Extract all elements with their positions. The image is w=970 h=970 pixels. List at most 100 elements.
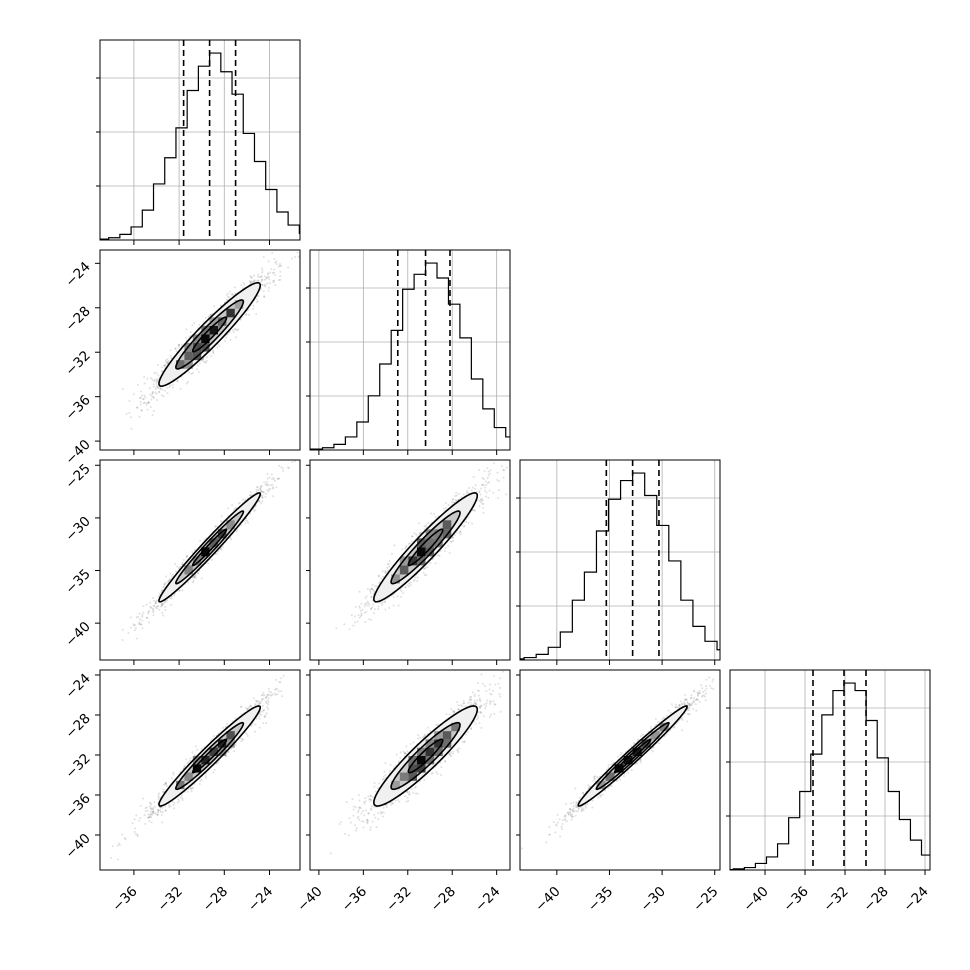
scatter-point <box>263 278 266 281</box>
contour-line-0 <box>158 281 262 387</box>
scatter-point <box>505 466 508 469</box>
scatter-point <box>272 486 275 489</box>
scatter-point <box>510 455 512 457</box>
scatter-point <box>482 506 485 509</box>
scatter-point <box>198 323 201 326</box>
scatter-point <box>162 395 165 398</box>
scatter-point <box>444 546 447 549</box>
scatter-point <box>139 403 142 406</box>
scatter-point <box>132 623 135 626</box>
scatter-point <box>249 280 252 283</box>
scatter-point <box>374 585 377 588</box>
scatter-point <box>176 565 179 568</box>
scatter-point <box>369 588 372 591</box>
scatter-point <box>140 394 143 397</box>
scatter-point <box>286 466 289 469</box>
scatter-point <box>230 538 233 541</box>
scatter-point <box>485 484 488 487</box>
scatter-point <box>191 372 194 375</box>
scatter-point <box>254 279 257 282</box>
scatter-point <box>225 336 228 339</box>
scatter-point <box>231 293 234 296</box>
scatter-point <box>152 810 155 813</box>
scatter-point <box>249 275 252 278</box>
scatter-point <box>148 609 151 612</box>
scatter-point <box>181 589 184 592</box>
scatter-point <box>155 607 158 610</box>
scatter-point <box>430 512 433 515</box>
scatter-point <box>397 604 400 607</box>
scatter-point <box>231 504 234 507</box>
contour-line-1 <box>174 510 245 585</box>
scatter-point <box>259 702 262 705</box>
scatter-point <box>153 371 156 374</box>
scatter-point <box>233 508 236 511</box>
scatter-point <box>272 495 275 498</box>
scatter-point <box>148 387 151 390</box>
scatter-point <box>161 603 164 606</box>
scatter-point <box>246 735 249 738</box>
scatter-point <box>252 280 255 283</box>
scatter-point <box>356 620 359 623</box>
panel-content <box>520 460 720 660</box>
scatter-point <box>250 275 253 278</box>
scatter-point <box>152 609 155 612</box>
scatter-point <box>129 626 132 629</box>
scatter-point <box>162 614 165 617</box>
scatter-point <box>150 398 153 401</box>
scatter-point <box>152 597 155 600</box>
scatter-point <box>138 621 141 624</box>
scatter-point <box>354 621 357 624</box>
scatter-point <box>343 623 346 626</box>
scatter-point <box>452 498 455 501</box>
scatter-point <box>502 476 505 479</box>
scatter-point <box>241 286 244 289</box>
scatter-point <box>229 338 232 341</box>
scatter-point <box>189 331 192 333</box>
scatter-point <box>482 484 485 487</box>
scatter-point <box>185 328 188 331</box>
scatter-point <box>146 616 149 619</box>
scatter-point <box>191 581 194 584</box>
scatter-point <box>254 509 257 512</box>
scatter-point <box>459 530 462 533</box>
scatter-point <box>168 579 171 582</box>
scatter-point <box>363 611 366 614</box>
panel-frame <box>99 39 301 241</box>
scatter-point <box>142 611 145 614</box>
scatter-point <box>156 378 159 381</box>
scatter-point <box>465 492 468 494</box>
scatter-point <box>168 385 171 388</box>
scatter-point <box>200 359 203 362</box>
scatter-point <box>261 267 264 270</box>
scatter-point <box>213 768 216 771</box>
scatter-point <box>138 819 141 822</box>
scatter-point <box>505 493 508 496</box>
scatter-point <box>156 808 159 811</box>
scatter-point <box>155 599 158 602</box>
scatter-point <box>410 535 413 538</box>
scatter-point <box>164 809 167 812</box>
scatter-point <box>160 604 163 607</box>
scatter-point <box>478 499 481 502</box>
scatter-point <box>176 801 179 804</box>
scatter-point <box>133 624 136 627</box>
scatter-point <box>432 513 435 516</box>
density-square <box>226 520 235 530</box>
scatter-point <box>257 279 260 282</box>
scatter-point <box>155 385 158 388</box>
scatter-point <box>479 501 482 504</box>
scatter-point <box>480 498 483 501</box>
scatter-point <box>481 499 484 502</box>
scatter-point <box>371 599 374 602</box>
scatter-point <box>366 587 369 590</box>
scatter-point <box>437 554 440 557</box>
scatter-point <box>239 318 242 321</box>
contour-line-2 <box>191 528 228 567</box>
scatter-point <box>163 364 166 367</box>
scatter-point <box>161 388 164 391</box>
scatter-point <box>455 494 458 497</box>
scatter-point <box>253 730 256 733</box>
scatter-point <box>278 477 281 480</box>
scatter-point <box>239 737 242 740</box>
